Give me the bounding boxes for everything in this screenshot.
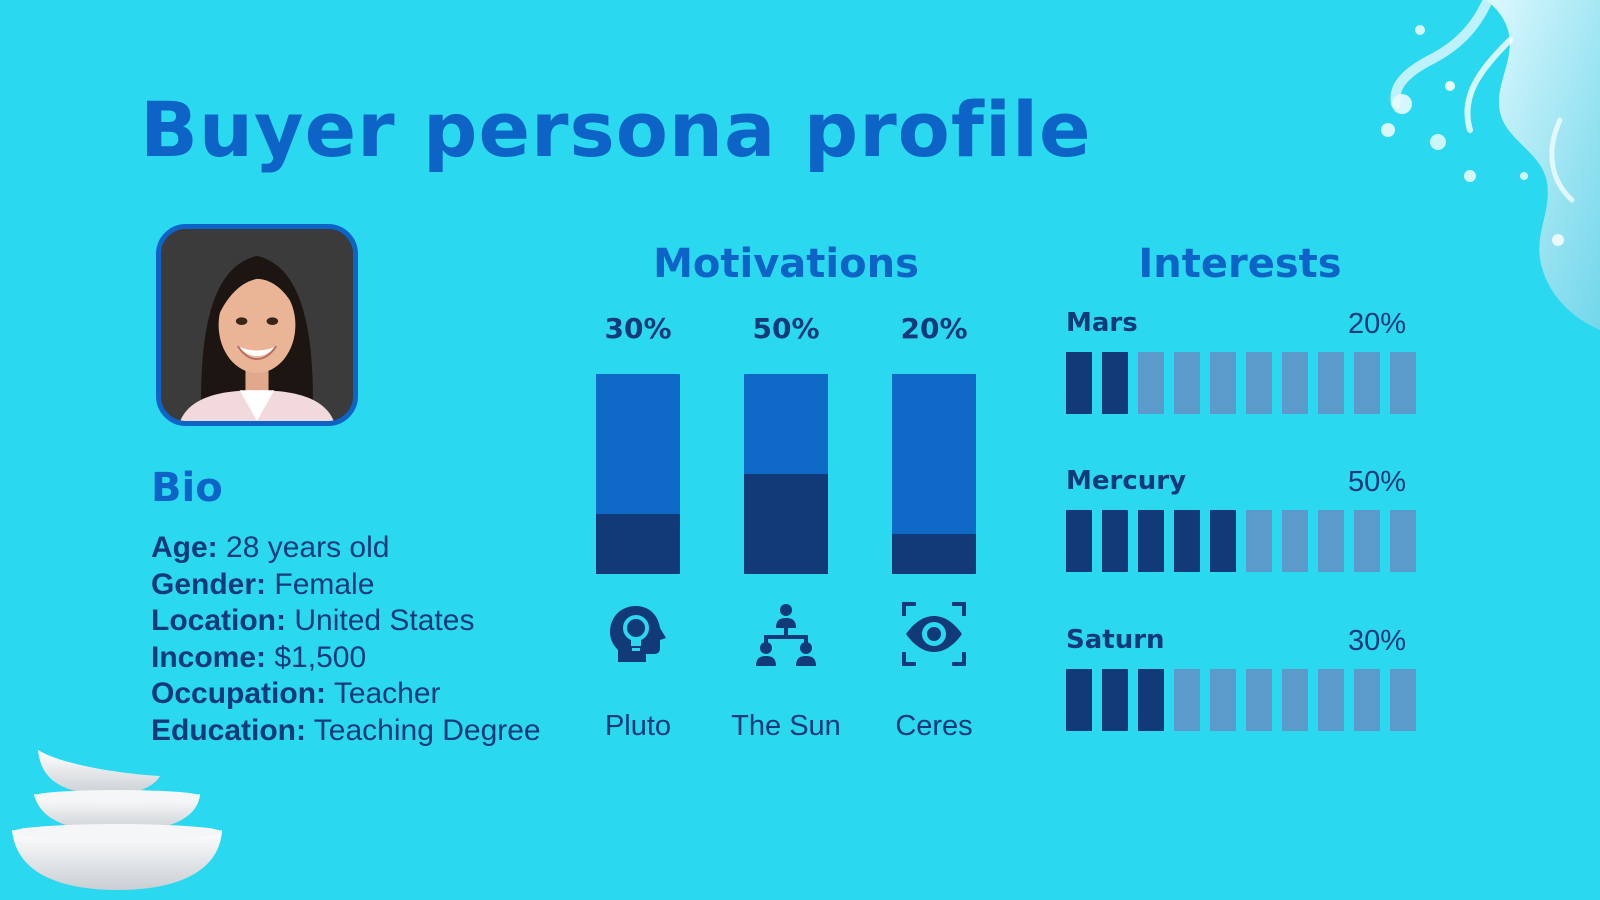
meter-cell-filled	[1102, 352, 1128, 414]
bio-label: Education:	[151, 713, 306, 747]
meter-cell-empty	[1246, 669, 1272, 731]
bio-label: Income:	[151, 640, 267, 674]
meter-cell-filled	[1102, 669, 1128, 731]
interest-name: Saturn	[1066, 625, 1165, 655]
interest-meter	[1066, 510, 1416, 572]
bio-label: Occupation:	[151, 677, 327, 711]
motivation-percent: 30%	[604, 312, 672, 345]
interest-name: Mercury	[1066, 466, 1187, 496]
bio-item-income: Income: $1,500	[151, 640, 541, 677]
bio-value: $1,500	[274, 640, 367, 674]
interest-percent: 30%	[1347, 625, 1406, 657]
bio-value: Female	[274, 567, 375, 601]
bio-value: Teacher	[333, 677, 441, 711]
meter-cell-empty	[1390, 352, 1416, 414]
meter-cell-empty	[1210, 352, 1236, 414]
meter-cell-filled	[1210, 510, 1236, 572]
motivation-bar	[744, 374, 828, 574]
meter-cell-empty	[1282, 669, 1308, 731]
meter-cell-empty	[1174, 669, 1200, 731]
avatar	[161, 229, 353, 421]
bio-label: Location:	[151, 604, 286, 638]
interest-meter	[1066, 669, 1416, 731]
bio-label: Gender:	[151, 567, 267, 601]
meter-cell-filled	[1066, 510, 1092, 572]
motivation-label: Pluto	[604, 710, 672, 742]
meter-cell-empty	[1318, 510, 1344, 572]
motivation-bar-fill	[596, 514, 680, 574]
bio-value: 28 years old	[226, 531, 390, 564]
water-splash-decoration	[1381, 0, 1600, 330]
bio-item-occupation: Occupation: Teacher	[151, 676, 541, 713]
interest-percent: 20%	[1347, 308, 1406, 340]
motivation-label: The Sun	[731, 710, 841, 742]
meter-cell-filled	[1066, 669, 1092, 731]
meter-cell-filled	[1102, 510, 1128, 572]
hierarchy-people-icon	[756, 604, 816, 666]
meter-cell-filled	[1138, 510, 1164, 572]
interest-percent: 50%	[1347, 466, 1406, 498]
interest-name: Mars	[1066, 308, 1138, 338]
motivation-bar-fill	[744, 474, 828, 574]
meter-cell-empty	[1282, 352, 1308, 414]
meter-cell-empty	[1390, 510, 1416, 572]
bio-item-gender: Gender: Female	[151, 567, 541, 604]
bio-label: Age:	[151, 531, 218, 564]
meter-cell-empty	[1210, 669, 1236, 731]
motivation-percent: 20%	[900, 312, 968, 345]
eye-scan-icon	[902, 602, 966, 666]
page-title: Buyer persona profile	[140, 85, 1092, 174]
bio-value: United States	[294, 604, 475, 638]
meter-cell-filled	[1066, 352, 1092, 414]
meter-cell-empty	[1246, 352, 1272, 414]
meter-cell-empty	[1138, 352, 1164, 414]
motivation-bar-fill	[892, 534, 976, 574]
interests-heading: Interests	[1138, 241, 1342, 287]
persona-photo	[156, 224, 358, 426]
meter-cell-empty	[1390, 669, 1416, 731]
bio-item-education: Education: Teaching Degree	[151, 713, 541, 750]
meter-cell-filled	[1174, 510, 1200, 572]
bio-heading: Bio	[151, 465, 223, 511]
motivation-label: Ceres	[895, 710, 973, 742]
motivation-bar	[596, 374, 680, 574]
meter-cell-empty	[1318, 352, 1344, 414]
meter-cell-empty	[1174, 352, 1200, 414]
bio-list: Age: 28 years old Gender: Female Locatio…	[151, 530, 541, 750]
bio-value: Teaching Degree	[313, 713, 541, 747]
meter-cell-empty	[1354, 510, 1380, 572]
bio-item-location: Location: United States	[151, 603, 541, 640]
motivation-percent: 50%	[752, 312, 820, 345]
bio-item-age: Age: 28 years old	[151, 530, 541, 567]
bowls-decoration	[12, 750, 222, 890]
meter-cell-empty	[1282, 510, 1308, 572]
motivations-heading: Motivations	[653, 241, 919, 287]
meter-cell-empty	[1318, 669, 1344, 731]
motivation-bar	[892, 374, 976, 574]
meter-cell-empty	[1354, 352, 1380, 414]
meter-cell-empty	[1354, 669, 1380, 731]
head-lightbulb-icon	[610, 606, 666, 662]
meter-cell-filled	[1138, 669, 1164, 731]
interest-meter	[1066, 352, 1416, 414]
meter-cell-empty	[1246, 510, 1272, 572]
